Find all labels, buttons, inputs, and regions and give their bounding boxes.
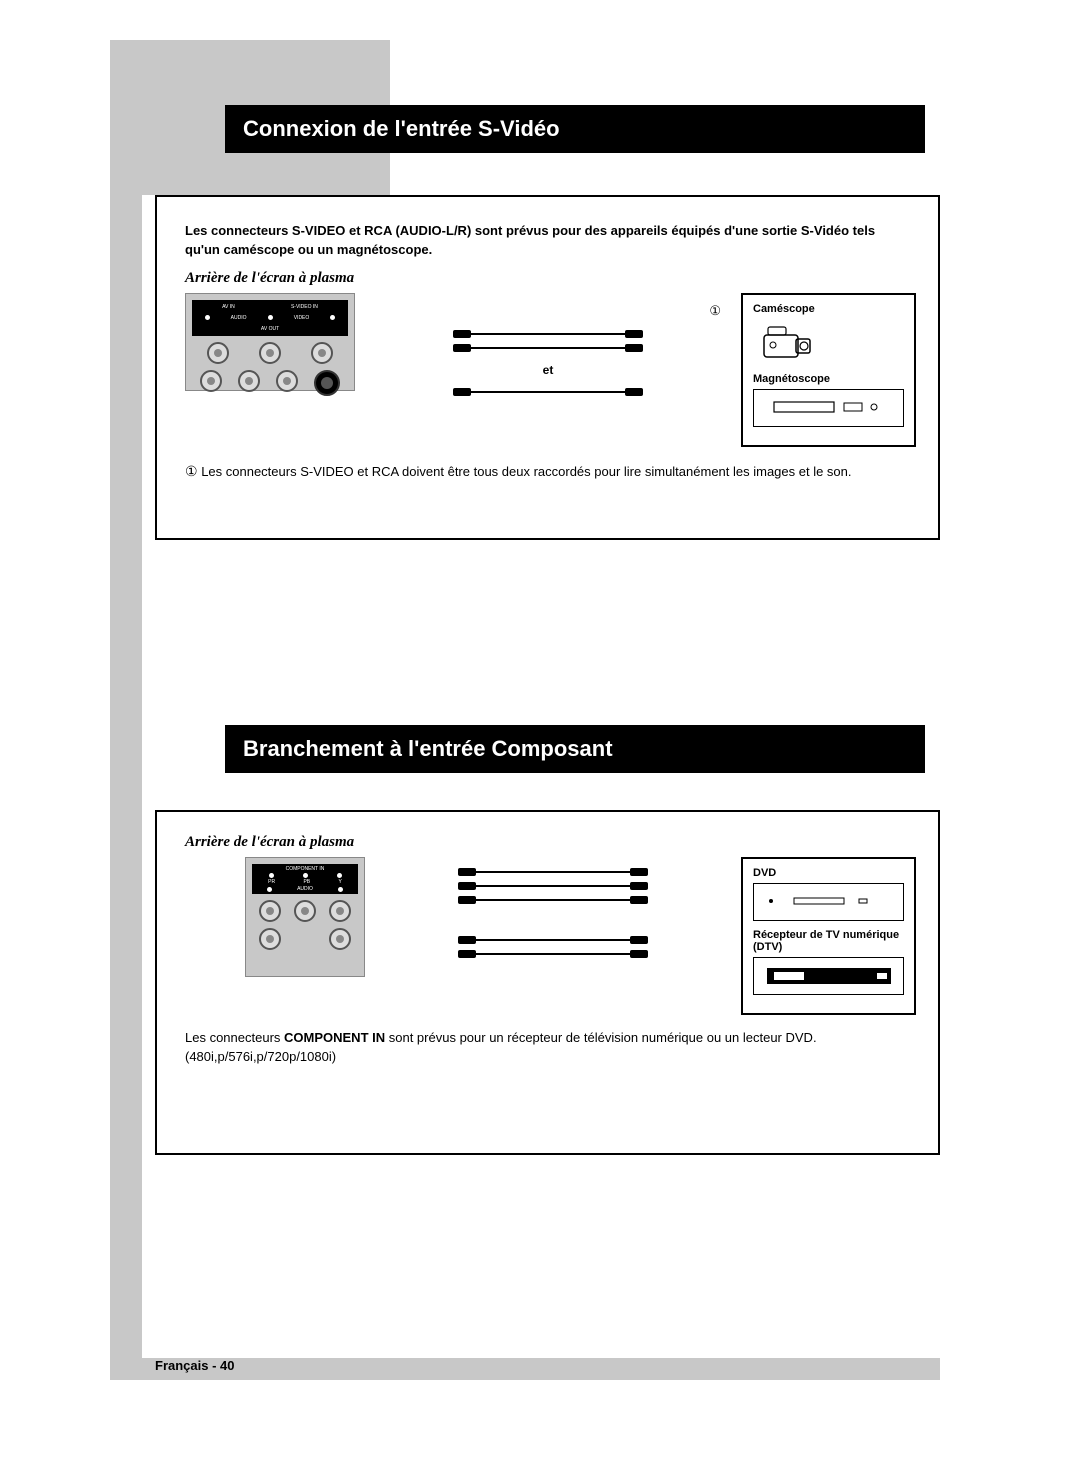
rca-jack-icon bbox=[329, 900, 351, 922]
section2-device-box: DVD Récepteur de TV numérique (DTV) bbox=[741, 857, 916, 1015]
note-prefix: Les connecteurs bbox=[185, 1030, 284, 1045]
panel-hole-icon bbox=[330, 315, 335, 320]
rca-jack-icon bbox=[329, 928, 351, 950]
cable-icon bbox=[453, 387, 643, 397]
section2-title: Branchement à l'entrée Composant bbox=[225, 725, 925, 773]
section1-diagram-row: AV IN S-VIDEO IN AUDIO VIDEO AV OUT bbox=[157, 287, 938, 447]
cable-icon bbox=[458, 867, 648, 877]
section2-note: Les connecteurs COMPONENT IN sont prévus… bbox=[157, 1015, 938, 1081]
audio-cable-pair bbox=[458, 935, 648, 959]
dvd-player-icon bbox=[753, 883, 904, 921]
section1-device-box: Caméscope Magnétoscope bbox=[741, 293, 916, 447]
panel-svideoin-label: S-VIDEO IN bbox=[291, 304, 318, 310]
pb-label: PB bbox=[303, 879, 310, 885]
panel-hole-icon bbox=[205, 315, 210, 320]
y-label: Y bbox=[338, 879, 341, 885]
section2-content-box: Arrière de l'écran à plasma COMPONENT IN… bbox=[155, 810, 940, 1155]
component-cable-triple bbox=[458, 867, 648, 905]
panel-hole-icon bbox=[338, 887, 343, 892]
left-gray-bar bbox=[110, 40, 142, 1380]
cable-icon bbox=[458, 949, 648, 959]
rca-jack-icon bbox=[276, 370, 298, 392]
et-label: et bbox=[543, 363, 554, 377]
cable-icon bbox=[453, 329, 643, 339]
panel-hole-icon bbox=[268, 315, 273, 320]
rca-jack-icon bbox=[238, 370, 260, 392]
rca-jack-icon bbox=[207, 342, 229, 364]
panel-hole-icon bbox=[269, 873, 274, 878]
jack-row bbox=[252, 928, 358, 950]
vcr-label: Magnétoscope bbox=[753, 373, 904, 385]
rca-jack-icon bbox=[294, 900, 316, 922]
panel-avin-label: AV IN bbox=[222, 304, 235, 310]
panel-hole-icon bbox=[303, 873, 308, 878]
audio-label: AUDIO bbox=[297, 886, 313, 892]
note-bold: COMPONENT IN bbox=[284, 1030, 385, 1045]
panel-hole-icon bbox=[337, 873, 342, 878]
rca-jack-icon bbox=[259, 900, 281, 922]
rca-jack-icon bbox=[200, 370, 222, 392]
note-marker: ① bbox=[185, 463, 198, 479]
panel-video-label: VIDEO bbox=[294, 315, 310, 321]
note-text-body: Les connecteurs S-VIDEO et RCA doivent ê… bbox=[201, 464, 851, 479]
panel-top-labels: AV IN S-VIDEO IN AUDIO VIDEO AV OUT bbox=[192, 300, 348, 336]
step-marker-1: ① bbox=[375, 303, 721, 319]
svideo-rear-panel: AV IN S-VIDEO IN AUDIO VIDEO AV OUT bbox=[185, 293, 355, 391]
manual-page: Connexion de l'entrée S-Vidéo Les connec… bbox=[0, 0, 1080, 1473]
section1-rear-label: Arrière de l'écran à plasma bbox=[157, 270, 938, 287]
rca-jack-icon bbox=[259, 928, 281, 950]
vcr-icon bbox=[753, 389, 904, 427]
cable-icon bbox=[458, 895, 648, 905]
cable-icon bbox=[458, 935, 648, 945]
panel-hole-icon bbox=[267, 887, 272, 892]
rca-cable-pair bbox=[453, 329, 643, 353]
section2-rear-label: Arrière de l'écran à plasma bbox=[157, 834, 938, 851]
section1-title: Connexion de l'entrée S-Vidéo bbox=[225, 105, 925, 153]
svideo-jack-icon bbox=[314, 370, 340, 396]
dtv-label: Récepteur de TV numérique (DTV) bbox=[753, 929, 904, 953]
cables-column: ① et bbox=[375, 293, 721, 397]
jack-row bbox=[192, 370, 348, 396]
bottom-gray-bar bbox=[110, 1358, 940, 1380]
component-top-labels: COMPONENT IN PR PB Y AUDIO bbox=[252, 864, 358, 894]
rca-jack-icon bbox=[311, 342, 333, 364]
section1-intro: Les connecteurs S-VIDEO et RCA (AUDIO-L/… bbox=[157, 197, 938, 270]
page-footer: Français - 40 bbox=[155, 1358, 235, 1373]
component-rear-panel: COMPONENT IN PR PB Y AUDIO bbox=[245, 857, 365, 977]
component-in-label: COMPONENT IN bbox=[286, 866, 325, 872]
cables-column bbox=[385, 857, 721, 959]
camcorder-label: Caméscope bbox=[753, 303, 904, 315]
panel-avout-label: AV OUT bbox=[261, 326, 279, 332]
jack-row bbox=[192, 342, 348, 364]
section2-diagram-row: COMPONENT IN PR PB Y AUDIO bbox=[157, 851, 938, 1015]
dvd-label: DVD bbox=[753, 867, 904, 879]
cable-icon bbox=[453, 343, 643, 353]
dtv-receiver-icon bbox=[753, 957, 904, 995]
svideo-cable bbox=[453, 387, 643, 397]
jack-row bbox=[252, 900, 358, 922]
rca-jack-icon bbox=[259, 342, 281, 364]
camcorder-icon bbox=[753, 319, 823, 365]
pr-label: PR bbox=[268, 879, 275, 885]
cable-icon bbox=[458, 881, 648, 891]
panel-audio-label: AUDIO bbox=[231, 315, 247, 321]
section1-note: ① Les connecteurs S-VIDEO et RCA doivent… bbox=[157, 447, 938, 496]
section1-content-box: Les connecteurs S-VIDEO et RCA (AUDIO-L/… bbox=[155, 195, 940, 540]
